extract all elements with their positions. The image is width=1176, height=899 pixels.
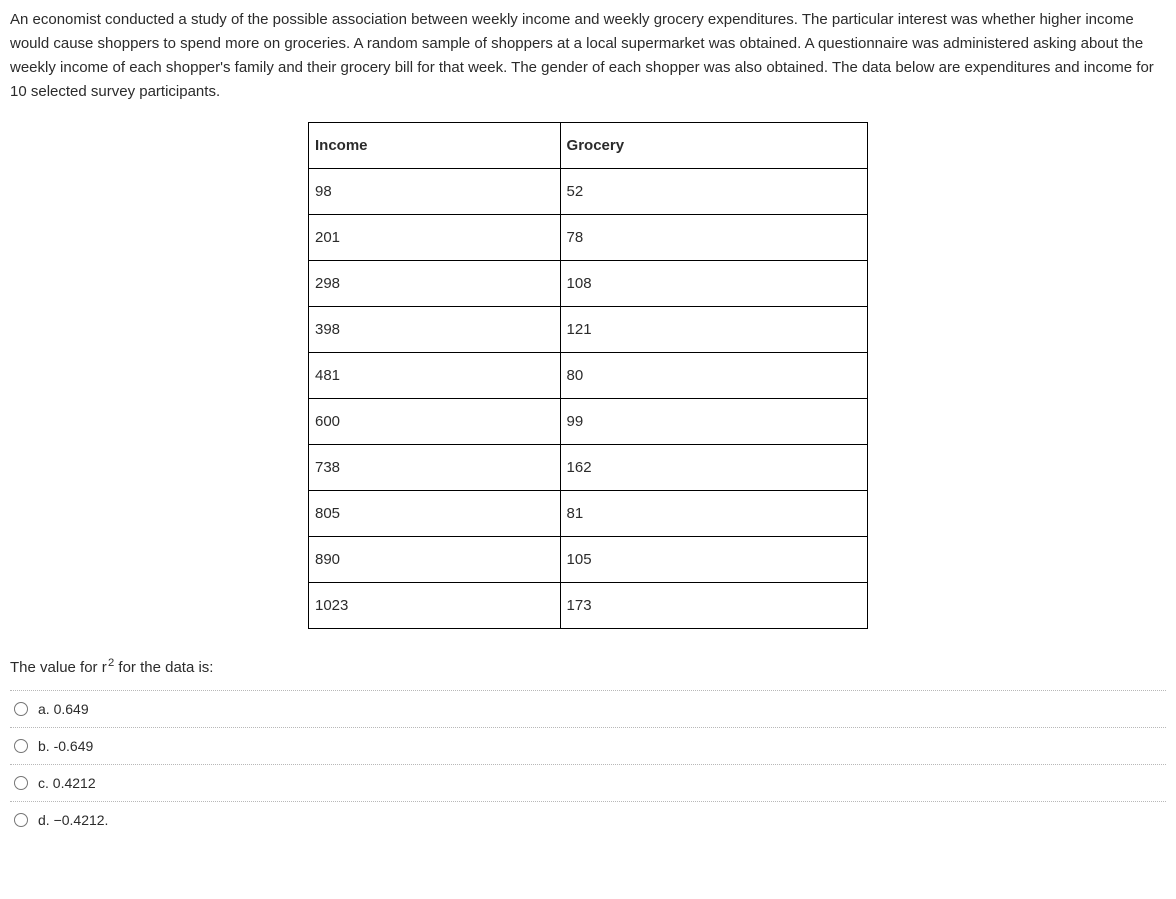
question-text: The value for r 2 for the data is: <box>10 657 1166 676</box>
header-income: Income <box>309 123 561 169</box>
table-row: 890105 <box>309 537 868 583</box>
cell-income: 298 <box>309 261 561 307</box>
cell-grocery: 81 <box>560 491 867 537</box>
cell-grocery: 121 <box>560 307 867 353</box>
cell-grocery: 78 <box>560 215 867 261</box>
option-b-radio[interactable] <box>14 739 28 753</box>
table-row: 1023173 <box>309 583 868 629</box>
cell-grocery: 52 <box>560 169 867 215</box>
cell-income: 98 <box>309 169 561 215</box>
header-grocery: Grocery <box>560 123 867 169</box>
table-row: 80581 <box>309 491 868 537</box>
question-stem: An economist conducted a study of the po… <box>10 8 1166 104</box>
table-row: 398121 <box>309 307 868 353</box>
table-row: 48180 <box>309 353 868 399</box>
cell-income: 201 <box>309 215 561 261</box>
table-row: 20178 <box>309 215 868 261</box>
option-c[interactable]: c. 0.4212 <box>10 764 1166 801</box>
option-a[interactable]: a. 0.649 <box>10 690 1166 727</box>
table-row: 738162 <box>309 445 868 491</box>
cell-income: 805 <box>309 491 561 537</box>
data-table: Income Grocery 9852 20178 298108 398121 … <box>308 122 868 629</box>
option-c-radio[interactable] <box>14 776 28 790</box>
option-a-radio[interactable] <box>14 702 28 716</box>
cell-grocery: 173 <box>560 583 867 629</box>
cell-grocery: 162 <box>560 445 867 491</box>
cell-grocery: 105 <box>560 537 867 583</box>
cell-income: 600 <box>309 399 561 445</box>
option-d-radio[interactable] <box>14 813 28 827</box>
cell-grocery: 80 <box>560 353 867 399</box>
option-b[interactable]: b. -0.649 <box>10 727 1166 764</box>
cell-income: 1023 <box>309 583 561 629</box>
question-suffix: for the data is: <box>114 659 213 676</box>
table-row: 9852 <box>309 169 868 215</box>
cell-income: 738 <box>309 445 561 491</box>
cell-grocery: 99 <box>560 399 867 445</box>
option-c-label: c. 0.4212 <box>38 775 96 791</box>
table-row: 298108 <box>309 261 868 307</box>
option-d[interactable]: d. −0.4212. <box>10 801 1166 838</box>
answer-options: a. 0.649 b. -0.649 c. 0.4212 d. −0.4212. <box>10 690 1166 838</box>
option-b-label: b. -0.649 <box>38 738 93 754</box>
cell-income: 890 <box>309 537 561 583</box>
cell-grocery: 108 <box>560 261 867 307</box>
cell-income: 481 <box>309 353 561 399</box>
data-table-wrapper: Income Grocery 9852 20178 298108 398121 … <box>10 122 1166 629</box>
cell-income: 398 <box>309 307 561 353</box>
table-row: 60099 <box>309 399 868 445</box>
option-a-label: a. 0.649 <box>38 701 89 717</box>
option-d-label: d. −0.4212. <box>38 812 108 828</box>
question-prefix: The value for r <box>10 659 107 676</box>
